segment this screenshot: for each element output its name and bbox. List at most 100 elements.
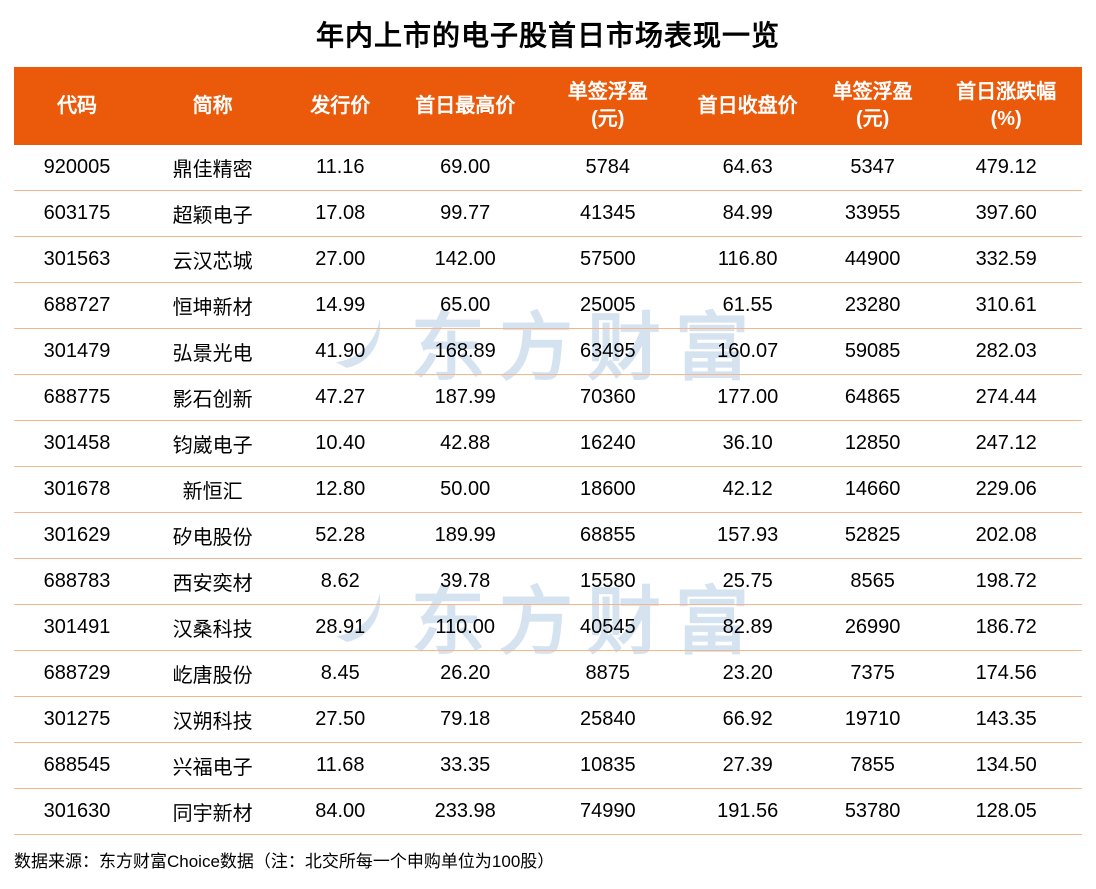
cell-r13-c6: 7855: [814, 742, 931, 789]
table-row: 301491 汉桑科技 28.91 110.00 40545 82.89 26990 186.…: [14, 604, 1082, 651]
table-row: 301630 同宇新材 84.00 233.98 74990 191.56 53780 128…: [14, 788, 1082, 835]
cell-r6-c6: 12850: [814, 420, 931, 467]
cell-r8-c6: 52825: [814, 512, 931, 559]
table-row: 301563 云汉芯城 27.00 142.00 57500 116.80 44900 332…: [14, 236, 1082, 283]
table-row: 301629 矽电股份 52.28 189.99 68855 157.93 52825 202…: [14, 512, 1082, 559]
cell-r9-c3: 39.78: [395, 558, 536, 605]
cell-r2-c0: 301563: [14, 236, 141, 283]
cell-r14-c3: 233.98: [395, 788, 536, 835]
cell-r4-c2: 41.90: [285, 328, 396, 375]
cell-r12-c3: 79.18: [395, 696, 536, 743]
cell-r1-c4: 41345: [535, 190, 681, 237]
table-row: 301479 弘景光电 41.90 168.89 63495 160.07 59085 282…: [14, 328, 1082, 375]
cell-r3-c1: 恒坤新材: [140, 282, 286, 329]
cell-r11-c4: 8875: [535, 650, 681, 697]
cell-r10-c2: 28.91: [285, 604, 396, 651]
cell-r7-c1: 新恒汇: [140, 466, 286, 513]
cell-r10-c4: 40545: [535, 604, 681, 651]
cell-r0-c5: 64.63: [680, 145, 815, 191]
cell-r5-c6: 64865: [814, 374, 931, 421]
table-row: 920005 鼎佳精密 11.16 69.00 5784 64.63 5347 479.12: [14, 145, 1082, 191]
cell-r2-c1: 云汉芯城: [140, 236, 286, 283]
column-header-0: 代码: [14, 67, 141, 145]
cell-r14-c7: 128.05: [930, 788, 1082, 835]
cell-r3-c3: 65.00: [395, 282, 536, 329]
cell-r7-c3: 50.00: [395, 466, 536, 513]
cell-r4-c7: 282.03: [930, 328, 1082, 375]
cell-r9-c2: 8.62: [285, 558, 396, 605]
cell-r6-c4: 16240: [535, 420, 681, 467]
cell-r4-c1: 弘景光电: [140, 328, 286, 375]
cell-r1-c5: 84.99: [680, 190, 815, 237]
column-header-2: 发行价: [285, 67, 396, 145]
cell-r5-c2: 47.27: [285, 374, 396, 421]
cell-r8-c3: 189.99: [395, 512, 536, 559]
data-source-note: 数据来源：东方财富Choice数据（注：北交所每一个申购单位为100股）: [14, 852, 555, 871]
cell-r6-c7: 247.12: [930, 420, 1082, 467]
cell-r3-c5: 61.55: [680, 282, 815, 329]
cell-r0-c0: 920005: [14, 145, 141, 191]
cell-r12-c1: 汉朔科技: [140, 696, 286, 743]
cell-r6-c1: 钧崴电子: [140, 420, 286, 467]
table-header-row: 代码 简称 发行价 首日最高价 单签浮盈 (元) 首日收盘价 单签浮盈 (元) 首日涨跌幅 (%): [14, 67, 1082, 145]
cell-r7-c2: 12.80: [285, 466, 396, 513]
cell-r12-c0: 301275: [14, 696, 141, 743]
cell-r8-c2: 52.28: [285, 512, 396, 559]
cell-r1-c6: 33955: [814, 190, 931, 237]
column-header-6: 单签浮盈 (元): [814, 67, 931, 145]
cell-r14-c5: 191.56: [680, 788, 815, 835]
cell-r2-c2: 27.00: [285, 236, 396, 283]
cell-r10-c5: 82.89: [680, 604, 815, 651]
cell-r13-c4: 10835: [535, 742, 681, 789]
cell-r5-c1: 影石创新: [140, 374, 286, 421]
cell-r6-c5: 36.10: [680, 420, 815, 467]
cell-r3-c0: 688727: [14, 282, 141, 329]
column-header-4: 单签浮盈 (元): [535, 67, 681, 145]
cell-r5-c0: 688775: [14, 374, 141, 421]
cell-r12-c5: 66.92: [680, 696, 815, 743]
cell-r12-c2: 27.50: [285, 696, 396, 743]
cell-r11-c2: 8.45: [285, 650, 396, 697]
cell-r12-c7: 143.35: [930, 696, 1082, 743]
cell-r9-c0: 688783: [14, 558, 141, 605]
cell-r13-c0: 688545: [14, 742, 141, 789]
page-title: 年内上市的电子股首日市场表现一览: [315, 20, 780, 51]
column-header-5: 首日收盘价: [680, 67, 815, 145]
cell-r0-c1: 鼎佳精密: [140, 145, 286, 191]
table-row: 688545 兴福电子 11.68 33.35 10835 27.39 7855 134.50: [14, 742, 1082, 789]
table-row: 688727 恒坤新材 14.99 65.00 25005 61.55 23280 310.6…: [14, 282, 1082, 329]
table-row: 688729 屹唐股份 8.45 26.20 8875 23.20 7375 174.56: [14, 650, 1082, 697]
cell-r11-c6: 7375: [814, 650, 931, 697]
cell-r8-c4: 68855: [535, 512, 681, 559]
table-row: 688775 影石创新 47.27 187.99 70360 177.00 64865 274…: [14, 374, 1082, 421]
cell-r9-c7: 198.72: [930, 558, 1082, 605]
cell-r11-c5: 23.20: [680, 650, 815, 697]
cell-r1-c0: 603175: [14, 190, 141, 237]
cell-r13-c5: 27.39: [680, 742, 815, 789]
cell-r4-c0: 301479: [14, 328, 141, 375]
cell-r14-c1: 同宇新材: [140, 788, 286, 835]
table-body: 920005 鼎佳精密 11.16 69.00 5784 64.63 5347 479.12 6…: [14, 145, 1082, 835]
cell-r10-c3: 110.00: [395, 604, 536, 651]
cell-r11-c1: 屹唐股份: [140, 650, 286, 697]
stock-performance-table-wrap: 代码 简称 发行价 首日最高价 单签浮盈 (元) 首日收盘价 单签浮盈 (元) 首日涨跌幅 (%) …: [14, 67, 1082, 835]
cell-r1-c2: 17.08: [285, 190, 396, 237]
cell-r2-c3: 142.00: [395, 236, 536, 283]
cell-r7-c7: 229.06: [930, 466, 1082, 513]
cell-r0-c4: 5784: [535, 145, 681, 191]
cell-r14-c0: 301630: [14, 788, 141, 835]
table-row: 603175 超颖电子 17.08 99.77 41345 84.99 33955 397.6…: [14, 190, 1082, 237]
cell-r9-c5: 25.75: [680, 558, 815, 605]
cell-r4-c3: 168.89: [395, 328, 536, 375]
cell-r12-c4: 25840: [535, 696, 681, 743]
cell-r7-c4: 18600: [535, 466, 681, 513]
cell-r0-c7: 479.12: [930, 145, 1082, 191]
cell-r4-c4: 63495: [535, 328, 681, 375]
cell-r14-c2: 84.00: [285, 788, 396, 835]
cell-r13-c7: 134.50: [930, 742, 1082, 789]
cell-r1-c7: 397.60: [930, 190, 1082, 237]
cell-r8-c5: 157.93: [680, 512, 815, 559]
cell-r5-c3: 187.99: [395, 374, 536, 421]
cell-r10-c1: 汉桑科技: [140, 604, 286, 651]
